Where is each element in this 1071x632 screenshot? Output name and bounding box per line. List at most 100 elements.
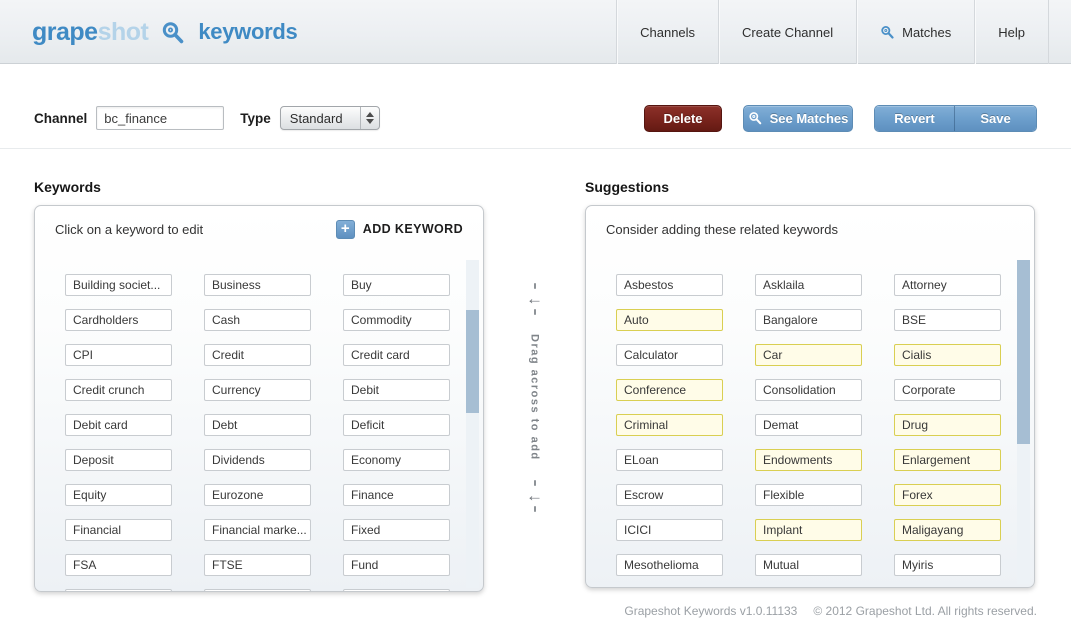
arrow-left-icon: ← <box>526 289 543 308</box>
suggestion-item[interactable]: Cialis <box>894 344 1001 366</box>
keyword-item[interactable]: Financial marke... <box>204 519 311 541</box>
toolbar-actions: Delete See Matches Revert Save <box>644 104 1037 132</box>
keyword-item[interactable]: Credit crunch <box>65 379 172 401</box>
save-button[interactable]: Save <box>955 105 1036 131</box>
keyword-item[interactable]: Buy <box>343 274 450 296</box>
app-logo: grape shot keywords <box>32 0 298 64</box>
suggestions-panel: Consider adding these related keywords A… <box>585 205 1035 588</box>
delete-button[interactable]: Delete <box>644 104 722 132</box>
footer-version: Grapeshot Keywords v1.0.11133 <box>624 604 798 618</box>
suggestion-item[interactable]: Attorney <box>894 274 1001 296</box>
suggestions-scrollbar-thumb[interactable] <box>1017 260 1030 444</box>
suggestion-item[interactable]: Endowments <box>755 449 862 471</box>
toolbar-divider <box>0 148 1071 149</box>
top-nav: Channels Create Channel Matches Help <box>616 0 1049 64</box>
suggestion-item[interactable]: Asklaila <box>755 274 862 296</box>
select-stepper-icon <box>359 107 379 129</box>
keyword-item[interactable]: Cardholders <box>65 309 172 331</box>
keyword-item[interactable]: Debt <box>204 414 311 436</box>
nav-item-label: Matches <box>902 24 952 40</box>
keyword-item[interactable]: Fixed <box>343 519 450 541</box>
channel-label: Channel <box>34 110 88 126</box>
keyword-item[interactable]: CPI <box>65 344 172 366</box>
footer: Grapeshot Keywords v1.0.11133 © 2012 Gra… <box>624 604 1037 618</box>
suggestion-item[interactable]: Calculator <box>616 344 723 366</box>
suggestion-item[interactable]: Bangalore <box>755 309 862 331</box>
suggestion-item[interactable]: Forex <box>894 484 1001 506</box>
nav-item-channels[interactable]: Channels <box>616 0 718 64</box>
suggestion-item[interactable]: Asbestos <box>616 274 723 296</box>
keyword-item[interactable]: Debit card <box>65 414 172 436</box>
suggestion-item[interactable]: BSE <box>894 309 1001 331</box>
keyword-item-partial <box>65 589 172 591</box>
suggestion-item[interactable]: Conference <box>616 379 723 401</box>
see-matches-button[interactable]: See Matches <box>743 104 853 132</box>
keyword-item[interactable]: Eurozone <box>204 484 311 506</box>
suggestion-item[interactable]: ELoan <box>616 449 723 471</box>
see-matches-label: See Matches <box>769 110 849 126</box>
keyword-item[interactable]: FTSE <box>204 554 311 576</box>
suggestion-item[interactable]: Escrow <box>616 484 723 506</box>
keyword-item[interactable]: FSA <box>65 554 172 576</box>
search-icon <box>881 25 894 39</box>
suggestion-item[interactable]: Demat <box>755 414 862 436</box>
keyword-item[interactable]: Finance <box>343 484 450 506</box>
suggestion-item[interactable]: ICICI <box>616 519 723 541</box>
keyword-item[interactable]: Building societ... <box>65 274 172 296</box>
keyword-item[interactable]: Credit card <box>343 344 450 366</box>
suggestion-item[interactable]: Car <box>755 344 862 366</box>
keyword-item[interactable]: Equity <box>65 484 172 506</box>
dash-icon <box>533 283 536 289</box>
suggestion-item[interactable]: Drug <box>894 414 1001 436</box>
nav-item-matches[interactable]: Matches <box>856 0 974 64</box>
suggestion-item[interactable]: Flexible <box>755 484 862 506</box>
keyword-item[interactable]: Dividends <box>204 449 311 471</box>
keyword-item[interactable]: Economy <box>343 449 450 471</box>
keywords-panel: Click on a keyword to edit + ADD KEYWORD… <box>34 205 484 592</box>
keyword-item[interactable]: Credit <box>204 344 311 366</box>
nav-item-label: Create Channel <box>742 24 834 40</box>
suggestion-item[interactable]: Maligayang <box>894 519 1001 541</box>
keyword-item[interactable]: Debit <box>343 379 450 401</box>
keyword-item[interactable]: Commodity <box>343 309 450 331</box>
keywords-scrollbar-thumb[interactable] <box>466 310 479 413</box>
keyword-item[interactable]: Deposit <box>65 449 172 471</box>
dash-icon <box>533 479 536 486</box>
suggestion-item[interactable]: Implant <box>755 519 862 541</box>
nav-item-create-channel[interactable]: Create Channel <box>718 0 856 64</box>
type-select[interactable]: Standard <box>279 106 380 130</box>
keyword-item[interactable]: Currency <box>204 379 311 401</box>
add-keyword-button[interactable]: + ADD KEYWORD <box>335 219 463 239</box>
search-icon <box>749 111 761 124</box>
keyword-item[interactable]: Financial <box>65 519 172 541</box>
keyword-item[interactable]: Business <box>204 274 311 296</box>
keyword-item-partial <box>204 589 311 591</box>
channel-input[interactable] <box>96 106 225 130</box>
keyword-item[interactable]: Cash <box>204 309 311 331</box>
keywords-section-title: Keywords <box>34 179 101 195</box>
keyword-item[interactable]: Deficit <box>343 414 450 436</box>
suggestions-section-title: Suggestions <box>585 179 670 195</box>
suggestions-grid: Asbestos Asklaila Attorney Auto Bangalore BSE… <box>586 252 1034 587</box>
nav-item-help[interactable]: Help <box>974 0 1049 64</box>
keywords-grid: Building societ... Business Buy Cardholders… <box>35 252 483 591</box>
dash-icon <box>533 309 536 315</box>
keyword-item[interactable]: Fund <box>343 554 450 576</box>
suggestion-item[interactable]: Corporate <box>894 379 1001 401</box>
suggestion-item[interactable]: Myiris <box>894 554 1001 576</box>
logo-text-grape: grape <box>32 17 98 46</box>
magnifier-icon <box>163 21 184 43</box>
suggestion-item[interactable]: Enlargement <box>894 449 1001 471</box>
keywords-scrollbar-track[interactable] <box>466 260 479 588</box>
suggestion-item[interactable]: Mutual <box>755 554 862 576</box>
revert-button[interactable]: Revert <box>875 105 955 131</box>
suggestion-item[interactable]: Auto <box>616 309 723 331</box>
suggestions-scrollbar-track[interactable] <box>1017 260 1030 584</box>
suggestion-item[interactable]: Consolidation <box>755 379 862 401</box>
suggestions-hint: Consider adding these related keywords <box>606 221 838 237</box>
suggestion-item[interactable]: Criminal <box>616 414 723 436</box>
keywords-panel-header: Click on a keyword to edit + ADD KEYWORD <box>35 206 483 252</box>
suggestion-item[interactable]: Mesothelioma <box>616 554 723 576</box>
drag-hint-label: Drag across to add <box>528 334 541 461</box>
